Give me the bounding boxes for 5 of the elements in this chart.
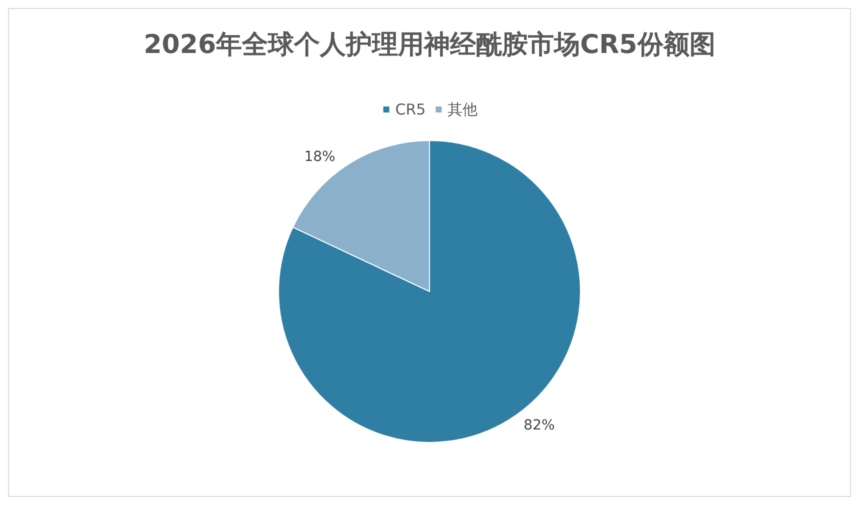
legend-label: CR5 bbox=[395, 100, 426, 118]
data-label: 18% bbox=[304, 149, 336, 166]
chart-title: 2026年全球个人护理用神经酰胺市场CR5份额图 bbox=[144, 30, 716, 60]
legend-label: 其他 bbox=[448, 100, 478, 118]
data-label: 82% bbox=[524, 418, 555, 434]
